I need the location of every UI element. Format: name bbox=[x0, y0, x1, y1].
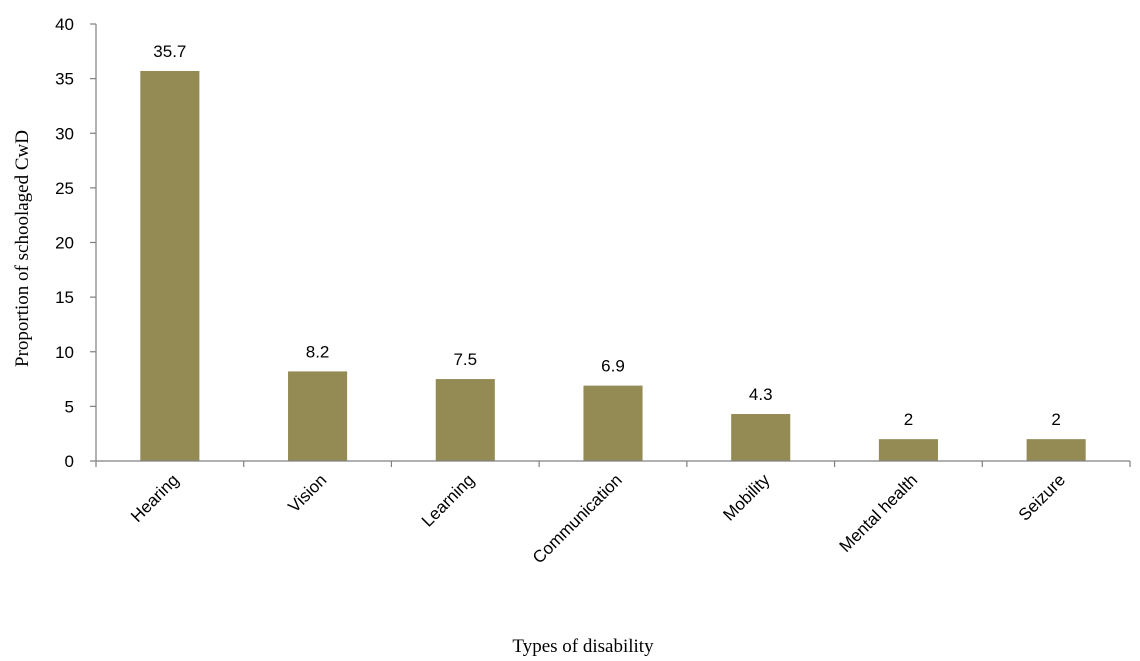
category-label: Seizure bbox=[1015, 470, 1069, 524]
data-label: 4.3 bbox=[749, 385, 773, 404]
data-label: 35.7 bbox=[153, 42, 186, 61]
y-tick-label: 0 bbox=[65, 452, 74, 471]
y-tick-label: 5 bbox=[65, 397, 74, 416]
y-tick-label: 30 bbox=[55, 124, 74, 143]
bar-hearing bbox=[140, 70, 200, 461]
category-labels: Hearing Vision Learning Communication Mobili… bbox=[127, 470, 1069, 567]
category-label: Mental health bbox=[836, 470, 922, 556]
category-label: Vision bbox=[284, 470, 330, 516]
bar-vision bbox=[288, 371, 348, 461]
y-axis-title: Proportion of schoolaged CwD bbox=[12, 130, 33, 367]
category-label: Communication bbox=[529, 470, 626, 567]
y-tick-label: 15 bbox=[55, 288, 74, 307]
x-axis-title: Types of disability bbox=[512, 636, 654, 657]
y-tick-label: 35 bbox=[55, 70, 74, 89]
data-label: 6.9 bbox=[601, 357, 625, 376]
bar-communication bbox=[583, 385, 643, 461]
bars bbox=[140, 70, 1086, 461]
category-label: Mobility bbox=[719, 470, 774, 525]
y-tick-label: 40 bbox=[55, 15, 74, 34]
bar-seizure bbox=[1026, 439, 1086, 461]
data-label: 7.5 bbox=[453, 350, 477, 369]
bar-mental-health bbox=[878, 439, 938, 461]
bar-mobility bbox=[731, 414, 791, 461]
bar-learning bbox=[435, 379, 495, 461]
y-tick-label: 10 bbox=[55, 343, 74, 362]
data-label: 2 bbox=[1051, 410, 1060, 429]
data-label: 2 bbox=[904, 410, 913, 429]
y-tick-label: 25 bbox=[55, 179, 74, 198]
category-label: Learning bbox=[418, 470, 478, 530]
data-label: 8.2 bbox=[306, 342, 330, 361]
y-axis-ticks: 0 5 10 15 20 25 30 35 40 bbox=[55, 15, 96, 471]
category-label: Hearing bbox=[127, 470, 183, 526]
x-axis-ticks bbox=[95, 461, 1131, 467]
data-labels: 35.7 8.2 7.5 6.9 4.3 2 2 bbox=[153, 42, 1061, 429]
y-tick-label: 20 bbox=[55, 234, 74, 253]
